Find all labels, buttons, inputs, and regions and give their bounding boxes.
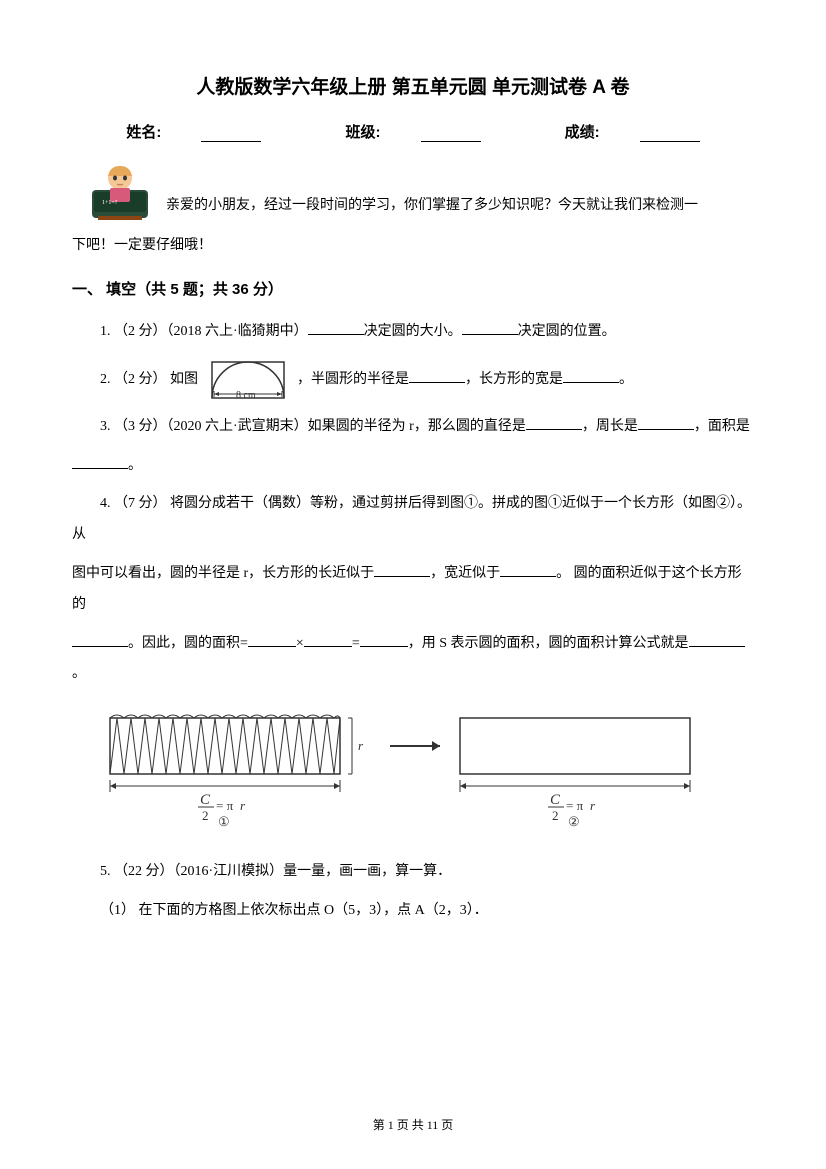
question-2: 2. （2 分） 如图 8 cm ，半圆形的半径是，长方形的宽是。 [72, 356, 754, 404]
question-5: 5. （22 分）（2016·江川模拟）量一量，画一画，算一算． [72, 857, 754, 888]
question-3-cont: 。 [72, 451, 754, 482]
svg-text:= π: = π [216, 798, 234, 813]
semicircle-diagram: 8 cm [206, 356, 290, 404]
svg-text:2: 2 [202, 808, 209, 823]
svg-text:r: r [358, 738, 364, 753]
score-field: 成绩: [545, 124, 720, 141]
question-1: 1. （2 分）（2018 六上·临猗期中）决定圆的大小。决定圆的位置。 [72, 317, 754, 348]
student-illustration-icon: 1+1=? [82, 160, 158, 222]
exam-title: 人教版数学六年级上册 第五单元圆 单元测试卷 A 卷 [72, 72, 754, 99]
figure-2: C 2 = π r ② [460, 718, 690, 828]
name-field: 姓名: [106, 124, 281, 141]
width-label: 8 cm [236, 390, 256, 401]
figure-1-label: ① [218, 814, 230, 828]
intro-text-2: 下吧！一定要仔细哦！ [72, 232, 754, 260]
svg-text:C: C [200, 792, 211, 808]
class-field: 班级: [326, 124, 501, 141]
svg-text:= π: = π [566, 798, 584, 813]
section-1-title: 一、 填空（共 5 题；共 36 分） [72, 278, 754, 299]
arrow-icon [390, 741, 440, 751]
figure-1: r C 2 = π r ① [110, 715, 364, 828]
svg-text:r: r [240, 798, 246, 813]
header-fields: 姓名: 班级: 成绩: [72, 121, 754, 142]
question-4-line3: 。因此，圆的面积=×=，用 S 表示圆的面积，圆的面积计算公式就是。 [72, 629, 754, 691]
question-4-line2: 图中可以看出，圆的半径是 r，长方形的长近似于，宽近似于。 圆的面积近似于这个长… [72, 559, 754, 621]
question-4-line1: 4. （7 分） 将圆分成若干（偶数）等粉，通过剪拼后得到图①。拼成的图①近似于… [72, 489, 754, 551]
question-4-diagram: r C 2 = π r ① C [100, 708, 754, 833]
svg-text:2: 2 [552, 808, 559, 823]
intro-text-1: 亲爱的小朋友，经过一段时间的学习，你们掌握了多少知识呢？今天就让我们来检测一 [166, 192, 698, 222]
page-footer: 第 1 页 共 11 页 [0, 1116, 826, 1133]
svg-text:C: C [550, 792, 561, 808]
svg-text:r: r [590, 798, 596, 813]
svg-text:1+1=?: 1+1=? [102, 200, 118, 206]
intro-section: 1+1=? 亲爱的小朋友，经过一段时间的学习，你们掌握了多少知识呢？今天就让我们… [72, 160, 754, 222]
question-3: 3. （3 分）（2020 六上·武宣期末）如果圆的半径为 r，那么圆的直径是，… [72, 412, 754, 443]
figure-2-label: ② [568, 814, 580, 828]
question-5-sub1: （1） 在下面的方格图上依次标出点 O（5，3），点 A（2，3）． [72, 896, 754, 927]
